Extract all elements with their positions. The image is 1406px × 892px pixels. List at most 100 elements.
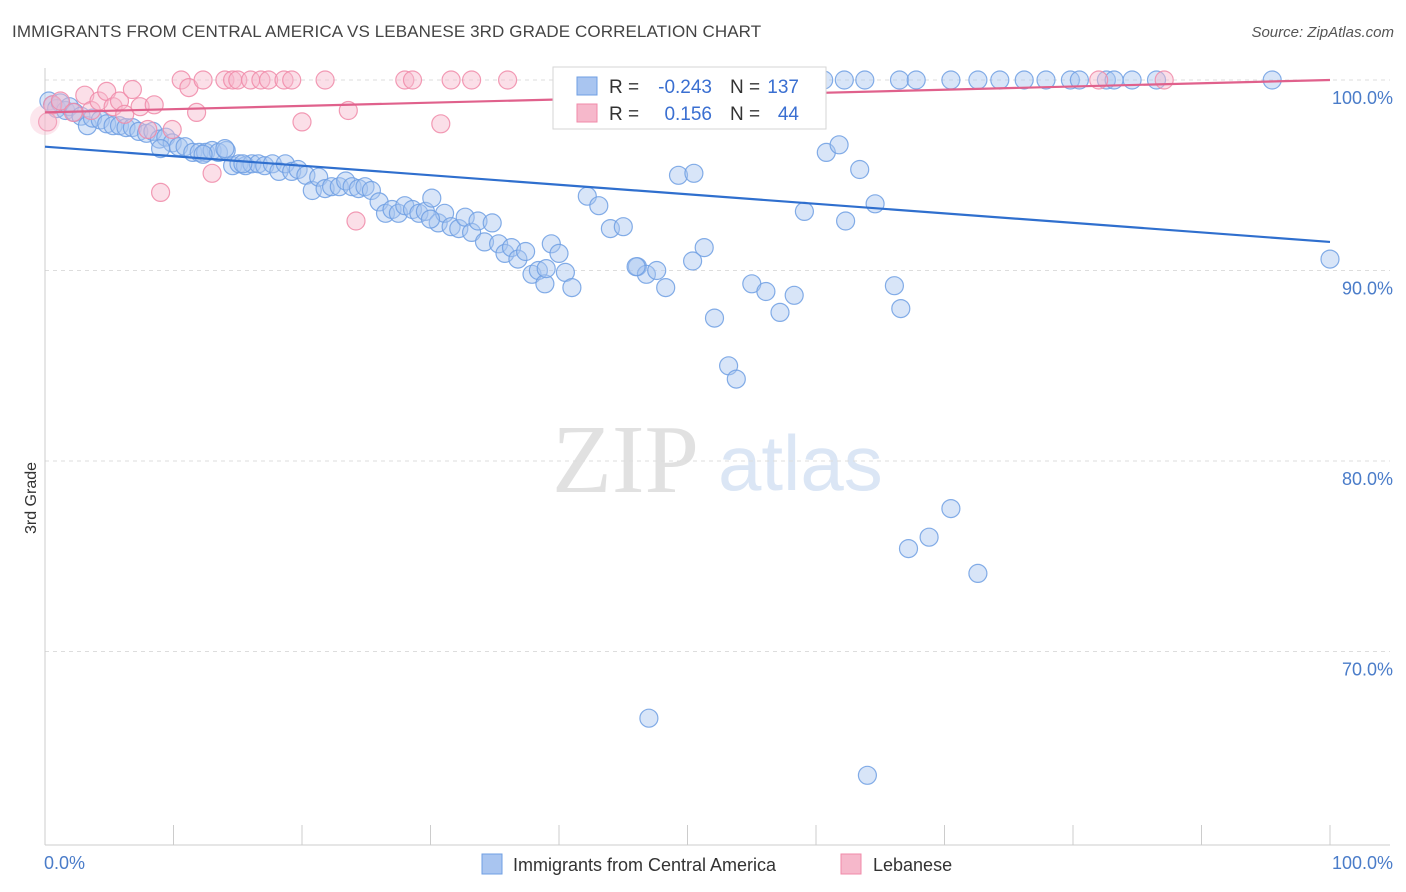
- data-point: [193, 70, 213, 90]
- y-tick-label-1: 90.0%: [1342, 279, 1393, 299]
- data-point: [1154, 70, 1174, 90]
- data-point: [315, 179, 335, 199]
- data-point: [1089, 70, 1109, 90]
- data-point: [968, 563, 988, 584]
- data-point: [441, 217, 461, 237]
- series-legend: Immigrants from Central America Lebanese: [481, 853, 952, 875]
- data-point: [315, 70, 335, 90]
- data-point: [941, 70, 961, 90]
- stats-r-label-central-america: R =: [609, 77, 639, 98]
- data-point: [409, 203, 429, 223]
- data-point: [626, 257, 646, 277]
- data-point: [474, 232, 495, 252]
- data-point: [668, 165, 689, 185]
- data-point: [906, 70, 926, 90]
- data-point: [1036, 70, 1056, 90]
- data-point: [1122, 70, 1142, 90]
- data-point: [968, 70, 988, 90]
- series-central-america-points: [39, 70, 1340, 785]
- x-tick-label-min: 0.0%: [44, 853, 85, 873]
- stats-r-label-lebanese: R =: [609, 104, 639, 125]
- data-point: [770, 302, 790, 322]
- data-point: [395, 70, 415, 90]
- watermark-atlas: atlas: [718, 419, 883, 507]
- chart-source: Source: ZipAtlas.com: [1251, 24, 1394, 41]
- data-point: [187, 102, 207, 123]
- data-point: [82, 108, 103, 128]
- data-point: [726, 369, 746, 389]
- legend-swatch-lebanese: [840, 853, 862, 875]
- data-point: [1262, 70, 1282, 90]
- data-point: [1014, 70, 1034, 90]
- stats-swatch-central-america: [576, 76, 598, 96]
- data-point: [346, 211, 366, 231]
- data-point: [562, 278, 582, 298]
- data-point: [138, 119, 158, 140]
- data-point-cluster: [30, 105, 60, 135]
- data-point: [834, 70, 854, 90]
- axes: [44, 68, 1390, 846]
- series-lebanese-points: [30, 70, 1174, 231]
- data-point: [589, 196, 609, 216]
- data-point: [309, 167, 329, 187]
- data-point: [322, 177, 342, 197]
- data-point: [636, 264, 657, 284]
- data-point: [515, 241, 536, 262]
- data-point: [898, 538, 919, 559]
- stats-r-value-lebanese: 0.156: [664, 104, 712, 125]
- data-point: [889, 70, 910, 90]
- data-point: [501, 238, 522, 258]
- data-point: [202, 163, 222, 183]
- stats-swatch-lebanese: [576, 103, 598, 123]
- y-tick-label-3: 70.0%: [1342, 660, 1393, 680]
- legend-label-central-america: Immigrants from Central America: [513, 855, 777, 875]
- data-point: [694, 238, 714, 258]
- data-point: [613, 217, 633, 237]
- data-point: [941, 499, 961, 519]
- stats-r-value-central-america: -0.243: [658, 77, 712, 98]
- data-point: [449, 219, 469, 239]
- data-point: [361, 180, 381, 201]
- data-point: [193, 144, 213, 164]
- x-tick-label-max: 100.0%: [1332, 853, 1393, 873]
- data-point: [656, 278, 676, 298]
- trendline-central-america: [44, 145, 1331, 244]
- data-point: [647, 260, 667, 281]
- data-point: [794, 201, 815, 221]
- watermark: ZIP atlas: [552, 406, 883, 514]
- data-point: [151, 182, 171, 202]
- data-point: [274, 70, 294, 90]
- data-point: [482, 213, 502, 233]
- data-point: [251, 70, 271, 90]
- data-point: [259, 70, 279, 90]
- data-point: [388, 203, 408, 223]
- data-point: [536, 259, 556, 279]
- data-point: [891, 299, 911, 319]
- data-point: [420, 209, 441, 229]
- data-point: [462, 70, 482, 90]
- data-point: [884, 276, 905, 296]
- data-point: [441, 70, 461, 90]
- data-point: [1069, 70, 1090, 90]
- data-point: [850, 159, 870, 180]
- stats-n-label-central-america: N =: [730, 77, 760, 98]
- stats-legend: R = -0.243 N = 137 R = 0.156 N = 44: [552, 66, 827, 130]
- data-point: [171, 70, 191, 90]
- data-point: [498, 70, 518, 90]
- data-point: [919, 527, 939, 547]
- data-point: [835, 211, 856, 231]
- stats-n-label-lebanese: N =: [730, 104, 760, 125]
- data-point: [338, 100, 358, 121]
- data-point: [508, 249, 528, 269]
- stats-legend-box: [552, 66, 827, 130]
- stats-n-value-lebanese: 44: [778, 104, 800, 125]
- y-tick-label-0: 100.0%: [1332, 88, 1393, 108]
- data-point: [704, 308, 725, 328]
- data-point: [639, 708, 659, 728]
- data-point: [255, 156, 275, 176]
- chart-title: IMMIGRANTS FROM CENTRAL AMERICA VS LEBAN…: [12, 22, 762, 41]
- y-tick-labels: 100.0% 90.0% 80.0% 70.0%: [1332, 88, 1393, 680]
- data-point: [282, 70, 302, 90]
- data-point: [144, 95, 164, 115]
- data-point: [151, 139, 171, 159]
